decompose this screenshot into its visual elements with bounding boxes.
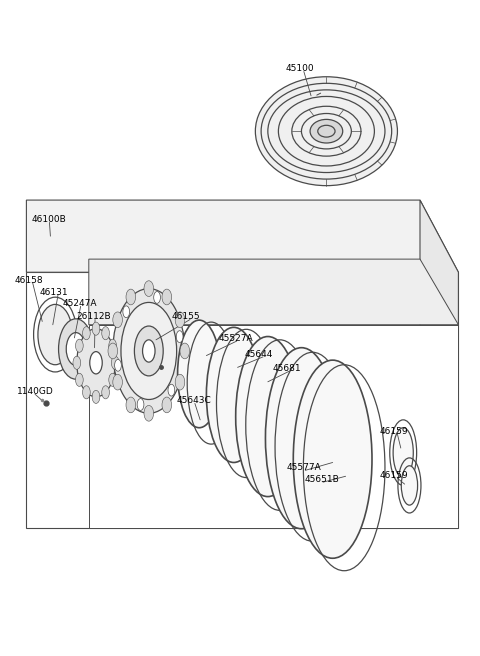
Ellipse shape xyxy=(293,360,372,558)
Ellipse shape xyxy=(113,374,122,390)
Polygon shape xyxy=(89,325,458,528)
Ellipse shape xyxy=(115,359,121,371)
Polygon shape xyxy=(26,272,458,528)
Text: 46131: 46131 xyxy=(40,287,69,297)
Ellipse shape xyxy=(393,428,413,478)
Ellipse shape xyxy=(75,373,83,386)
Ellipse shape xyxy=(265,348,337,529)
Text: 45577A: 45577A xyxy=(287,463,322,472)
Ellipse shape xyxy=(113,312,122,327)
Ellipse shape xyxy=(154,291,160,303)
Polygon shape xyxy=(420,200,458,528)
Text: 45100: 45100 xyxy=(286,64,314,73)
Ellipse shape xyxy=(109,373,117,386)
Ellipse shape xyxy=(126,289,136,305)
Ellipse shape xyxy=(180,343,190,359)
Ellipse shape xyxy=(123,306,130,318)
Ellipse shape xyxy=(92,390,100,403)
Ellipse shape xyxy=(168,384,175,396)
Ellipse shape xyxy=(176,331,183,342)
Text: 46100B: 46100B xyxy=(31,215,66,224)
Text: 46159: 46159 xyxy=(379,427,408,436)
Ellipse shape xyxy=(34,297,77,372)
Text: 45247A: 45247A xyxy=(62,299,97,308)
Ellipse shape xyxy=(77,329,115,397)
Ellipse shape xyxy=(66,333,85,365)
Ellipse shape xyxy=(90,352,102,374)
Ellipse shape xyxy=(108,343,118,359)
Text: 46158: 46158 xyxy=(14,276,43,285)
Ellipse shape xyxy=(175,374,185,390)
Ellipse shape xyxy=(144,405,154,421)
Ellipse shape xyxy=(111,356,119,369)
Ellipse shape xyxy=(109,339,117,352)
Ellipse shape xyxy=(113,289,185,413)
Ellipse shape xyxy=(73,356,81,369)
Polygon shape xyxy=(89,259,458,325)
Ellipse shape xyxy=(137,399,144,411)
Text: 46155: 46155 xyxy=(172,312,201,321)
Ellipse shape xyxy=(83,386,90,399)
Ellipse shape xyxy=(143,340,155,362)
Ellipse shape xyxy=(121,302,177,400)
Text: 45643C: 45643C xyxy=(177,396,211,405)
Ellipse shape xyxy=(255,77,397,186)
Text: 45527A: 45527A xyxy=(218,334,253,343)
Ellipse shape xyxy=(162,397,172,413)
Ellipse shape xyxy=(310,119,343,143)
Text: 26112B: 26112B xyxy=(77,312,111,321)
Ellipse shape xyxy=(162,289,172,305)
Ellipse shape xyxy=(134,326,163,376)
Ellipse shape xyxy=(178,320,221,428)
Ellipse shape xyxy=(175,312,185,327)
Ellipse shape xyxy=(38,304,72,365)
Text: 1140GD: 1140GD xyxy=(17,387,54,396)
Text: 45651B: 45651B xyxy=(305,475,339,484)
Ellipse shape xyxy=(206,327,261,462)
Ellipse shape xyxy=(83,327,90,340)
Polygon shape xyxy=(26,200,458,272)
Ellipse shape xyxy=(144,281,154,297)
Text: 46159: 46159 xyxy=(379,471,408,480)
Text: 45681: 45681 xyxy=(272,363,301,373)
Ellipse shape xyxy=(92,322,100,335)
Ellipse shape xyxy=(236,337,300,497)
Ellipse shape xyxy=(401,466,418,505)
Ellipse shape xyxy=(102,327,109,340)
Ellipse shape xyxy=(126,397,136,413)
Ellipse shape xyxy=(102,386,109,399)
Ellipse shape xyxy=(75,339,83,352)
Text: 45644: 45644 xyxy=(245,350,273,359)
Ellipse shape xyxy=(59,319,93,379)
